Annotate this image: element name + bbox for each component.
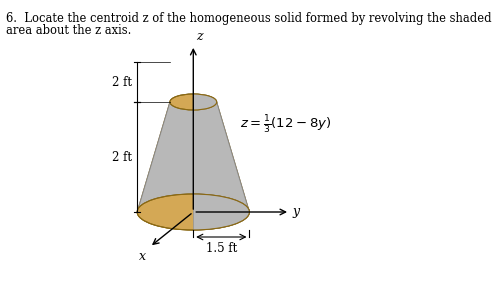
Text: z: z [196,30,202,43]
Text: area about the z axis.: area about the z axis. [6,24,131,37]
Text: 6.  Locate the centroid z of the homogeneous solid formed by revolving the shade: 6. Locate the centroid z of the homogene… [6,12,492,25]
Polygon shape [193,194,249,230]
Polygon shape [137,102,249,230]
Text: 2 ft: 2 ft [113,76,132,88]
Text: $z = \frac{1}{3}(12 - 8y)$: $z = \frac{1}{3}(12 - 8y)$ [240,114,331,136]
Text: 1.5 ft: 1.5 ft [206,242,237,255]
Polygon shape [137,94,249,212]
Text: 2 ft: 2 ft [113,150,132,164]
Text: y: y [292,205,299,219]
Polygon shape [193,94,217,110]
Ellipse shape [170,94,217,110]
Ellipse shape [137,194,249,230]
Text: x: x [139,250,146,263]
